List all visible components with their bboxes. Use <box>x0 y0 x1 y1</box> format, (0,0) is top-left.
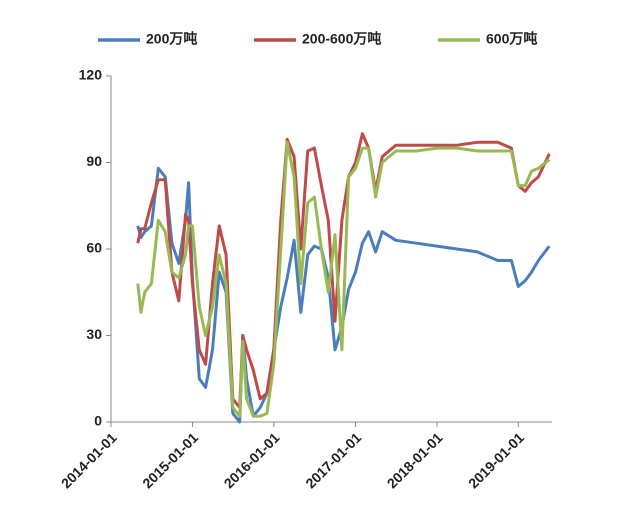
y-tick-label: 0 <box>94 413 102 429</box>
series-line <box>136 140 551 418</box>
y-tick-label: 120 <box>79 67 103 83</box>
legend-label: 600万吨 <box>486 31 537 47</box>
y-tick-label: 90 <box>86 153 102 169</box>
x-tick-label: 2015-01-01 <box>139 429 201 491</box>
series-line <box>136 132 551 410</box>
x-tick-label: 2018-01-01 <box>384 429 446 491</box>
x-tick-label: 2017-01-01 <box>302 429 364 491</box>
legend-label: 200万吨 <box>146 31 197 47</box>
x-tick-label: 2014-01-01 <box>58 429 120 491</box>
series-line <box>136 166 551 424</box>
x-tick-label: 2019-01-01 <box>465 429 527 491</box>
x-tick-label: 2016-01-01 <box>221 429 283 491</box>
y-tick-label: 30 <box>86 326 102 342</box>
legend-label: 200-600万吨 <box>302 31 381 47</box>
y-tick-label: 60 <box>86 240 102 256</box>
